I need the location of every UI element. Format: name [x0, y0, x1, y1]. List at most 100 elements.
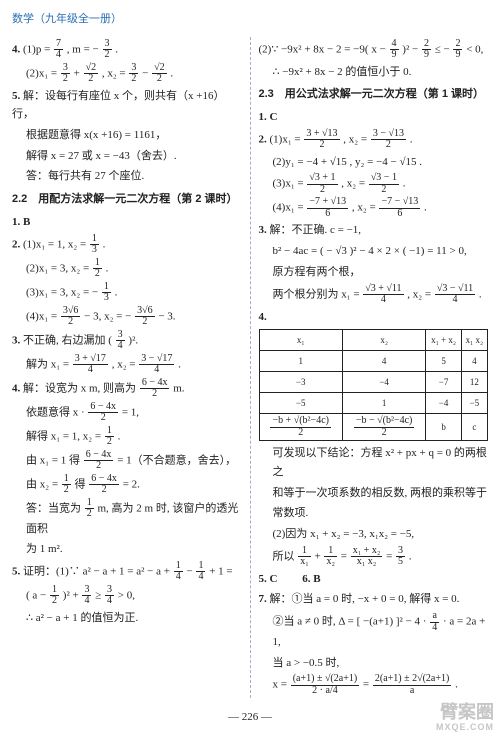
t: −	[142, 67, 151, 79]
left-column: 4. (1)p = 74 , m = − 32 . (2)x₁ = 32 + √…	[12, 37, 242, 699]
table-row: 1 4 5 4	[259, 351, 488, 372]
cell: 4	[461, 351, 487, 372]
q4c: 解得 x₁ = 1, x₂ = 12 .	[12, 426, 242, 448]
q4a: 4. 解：设宽为 x m, 则高为 6 − 4x2 m.	[12, 378, 242, 400]
d: 2	[84, 74, 99, 85]
t: ≥	[95, 589, 104, 601]
n: −b + √(b²−4c)	[270, 416, 331, 428]
t: 由 x₂ =	[26, 478, 58, 490]
t: .	[170, 67, 173, 79]
t: (1)p =	[23, 43, 50, 55]
t: , m = −	[67, 43, 99, 55]
cell: −4	[426, 393, 461, 414]
t: 5. C	[259, 573, 278, 585]
cell: −4	[342, 372, 425, 393]
cell: −b − √(b²−4c)2	[342, 414, 425, 441]
section-2-3: 2.3 用公式法求解一元二次方程（第 1 课时）	[259, 85, 489, 104]
q5b: 根据题意得 x(x +16) = 1161，	[12, 126, 242, 145]
d: 2	[84, 461, 114, 472]
column-divider	[250, 37, 251, 699]
n: a	[430, 611, 439, 623]
page-header: 数学（九年级全一册）	[12, 10, 488, 29]
t: − 3.	[158, 310, 175, 322]
d: 2	[369, 185, 399, 196]
rq3b: b² − 4ac = ( − √3 )² − 4 × 2 × ( −1) = 1…	[259, 242, 489, 261]
d: 4	[105, 596, 114, 607]
cell: c	[461, 414, 487, 441]
t: .	[403, 178, 406, 190]
d: 4	[196, 572, 205, 583]
rq3c: 原方程有两个根，	[259, 263, 489, 282]
t: , x₂ =	[343, 133, 367, 145]
t: , x₂ =	[352, 202, 376, 214]
d: x₁ x₂	[351, 557, 383, 568]
r4e: 所以 1x₁ + 1x₂ = x₁ + x₂x₁ x₂ = 35 .	[259, 546, 489, 568]
d: 4	[82, 596, 91, 607]
content-columns: 4. (1)p = 74 , m = − 32 . (2)x₁ = 32 + √…	[12, 37, 488, 699]
q5a: 5. 5. 解：设每行有座位 x 个，则共有（x +16）行，解：设每行有座位 …	[12, 87, 242, 124]
t: − 3, x₂ = −	[84, 310, 131, 322]
t: .	[118, 430, 121, 442]
d: 4	[430, 623, 439, 634]
t: = 1,	[122, 406, 139, 418]
d: 3	[102, 293, 111, 304]
table-row: x₁ x₂ x₁ + x₂ x₁ x₂	[259, 330, 488, 351]
t: (2)x₁ = 3, x₂ =	[26, 262, 89, 274]
cell: −3	[259, 372, 342, 393]
cell: b	[426, 414, 461, 441]
t: (3)x₁ = 3, x₂ = −	[26, 286, 98, 298]
r4a: 可发现以下结论：方程 x² + px + q = 0 的两根之	[259, 444, 489, 481]
roots-table: x₁ x₂ x₁ + x₂ x₁ x₂ 1 4 5 4 −3 −4 −7 12 …	[259, 329, 489, 441]
d: 2	[354, 428, 415, 439]
th: x₂	[342, 330, 425, 351]
wm-text: 臂案圈	[440, 702, 494, 722]
cell: 4	[342, 351, 425, 372]
d: 2 · a/4	[291, 686, 359, 697]
d: 4	[54, 50, 63, 61]
d: 2	[152, 74, 167, 85]
q4b: 依题意得 x · 6 − 4x2 = 1,	[12, 402, 242, 424]
q7b: ②当 a ≠ 0 时, Δ = [ −(a+1) ]² − 4 · a4 · a…	[259, 611, 489, 652]
t: , x₂ =	[407, 288, 431, 300]
t: .	[409, 550, 412, 562]
q5p3: ∴ a² − a + 1 的值恒为正.	[12, 609, 242, 628]
d: 2	[61, 74, 70, 85]
d: 9	[453, 50, 462, 61]
d: 5	[396, 557, 405, 568]
q4num: 4.	[259, 308, 489, 327]
t: < 0,	[466, 43, 483, 55]
rq2-2: (2)y₁ = −4 + √15 , y₂ = −4 − √15 .	[259, 153, 489, 172]
page-number: — 226 —	[12, 708, 488, 727]
cell: −5	[461, 393, 487, 414]
t: (4)x₁ =	[26, 310, 57, 322]
t: , x₂ =	[112, 358, 136, 370]
d: 2	[89, 485, 119, 496]
t: .	[106, 262, 109, 274]
r1: (2)∵ −9x² + 8x − 2 = −9( x − 49 )² − 29 …	[259, 39, 489, 61]
t: ≤ −	[435, 43, 450, 55]
q3a: 3. 不正确, 右边漏加 ( 34 )².	[12, 330, 242, 352]
t: )²	[402, 43, 409, 55]
t: 得	[75, 478, 86, 490]
t: .	[115, 286, 118, 298]
d: 2	[129, 74, 138, 85]
q2-4: (4)x₁ = 3√62 − 3, x₂ = − 3√62 − 3.	[12, 306, 242, 328]
r4b: 和等于一次项系数的相反数, 两根的乘积等于	[259, 484, 489, 503]
t: > 0,	[118, 589, 135, 601]
d: x₁	[298, 557, 311, 568]
q4f: 答：当宽为 12 m, 高为 2 m 时, 该窗户的透光面积	[12, 498, 242, 539]
t: .	[115, 43, 118, 55]
n: −b − √(b²−4c)	[354, 416, 415, 428]
section-2-2: 2.2 用配方法求解一元二次方程（第 2 课时）	[12, 190, 242, 209]
d: 2	[304, 140, 339, 151]
q4g: 为 1 m².	[12, 540, 242, 559]
t: .	[103, 238, 106, 250]
q7c: 当 a > −0.5 时,	[259, 654, 489, 673]
q5p1: 5. 证明：(1)∵ a² − a + 1 = a² − a + 14 − 14…	[12, 561, 242, 583]
q2-3: (3)x₁ = 3, x₂ = − 13 .	[12, 282, 242, 304]
d: 2	[88, 413, 118, 424]
table-row: −5 1 −4 −5	[259, 393, 488, 414]
d: a	[373, 686, 451, 697]
t: 依题意得 x ·	[26, 406, 85, 418]
q4-2: (2)x₁ = 32 + √22 , x₂ = 32 − √22 .	[12, 63, 242, 85]
